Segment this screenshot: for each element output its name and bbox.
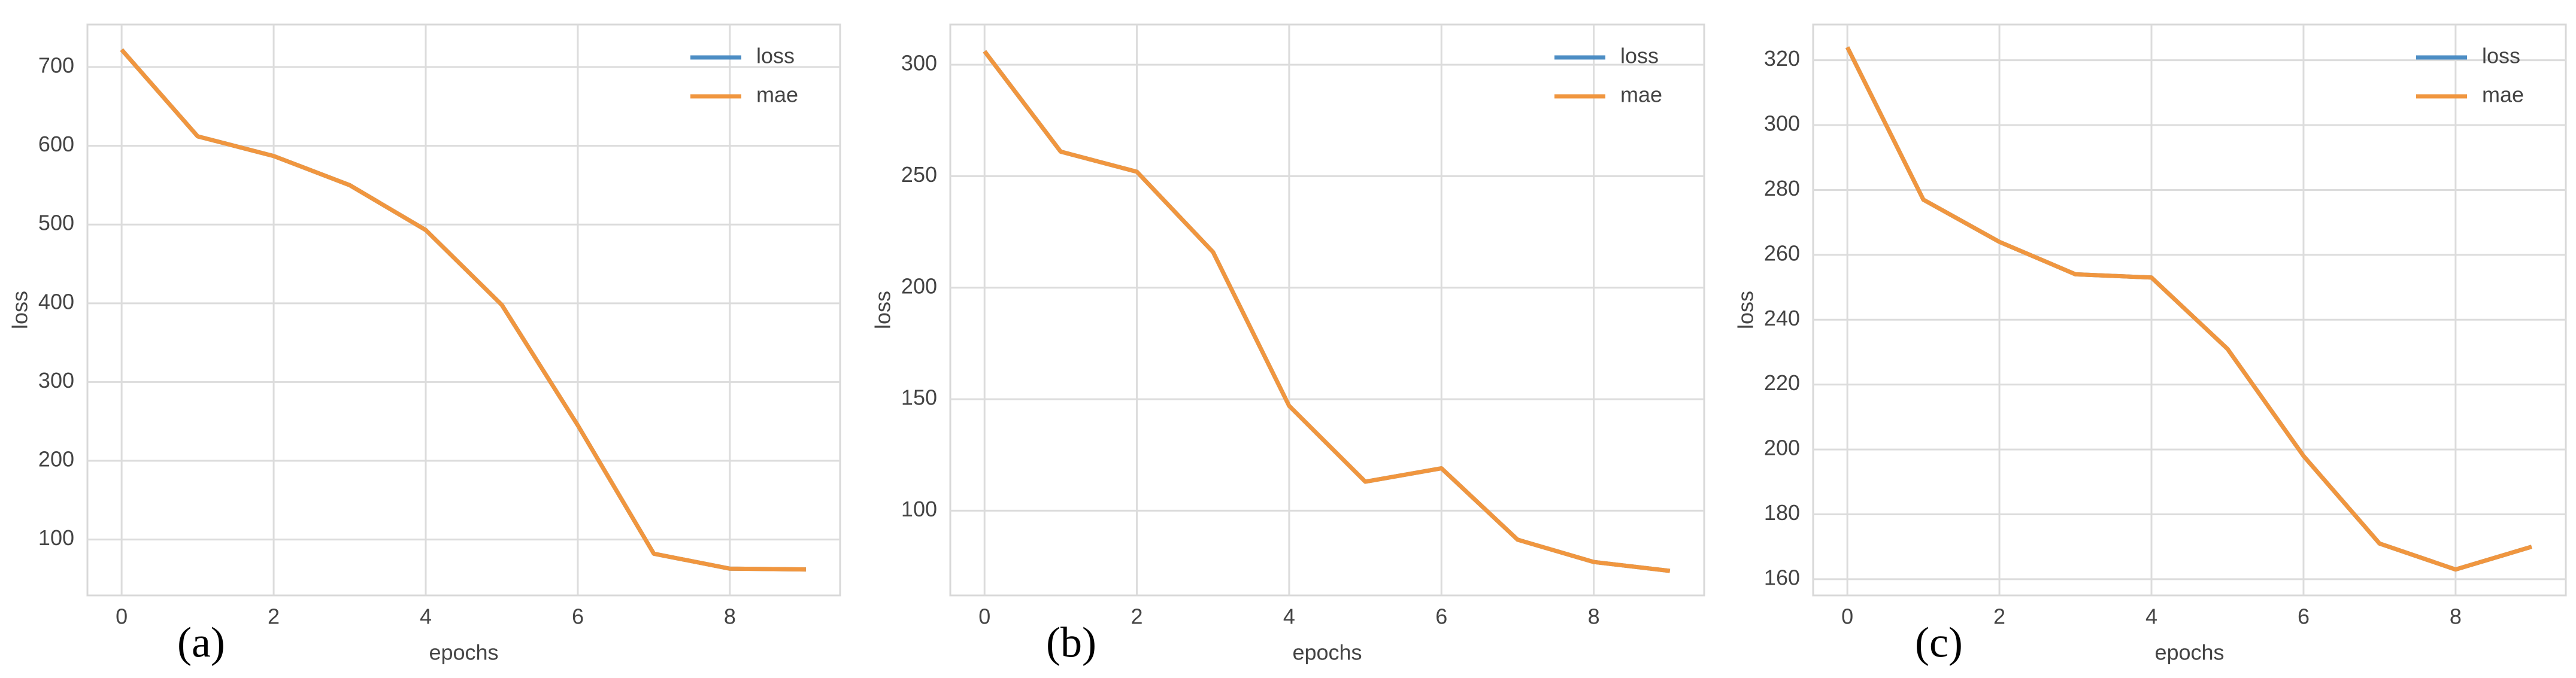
legend-label: loss [756, 44, 795, 68]
y-tick-label: 260 [1764, 241, 1800, 265]
y-tick-label: 150 [901, 385, 937, 410]
y-tick-label: 200 [38, 447, 74, 472]
x-tick-label: 8 [724, 604, 736, 629]
y-tick-label: 220 [1764, 370, 1800, 395]
y-tick-label: 500 [38, 211, 74, 235]
x-tick-label: 2 [1993, 604, 2005, 629]
x-tick-label: 0 [116, 604, 128, 629]
y-tick-label: 250 [901, 162, 937, 187]
x-tick-label: 6 [572, 604, 584, 629]
y-tick-label: 600 [38, 132, 74, 156]
panel-caption: (a) [177, 619, 225, 667]
panel-caption: (c) [1915, 619, 1963, 667]
plot-area [1812, 23, 2567, 597]
x-axis-label: epochs [1292, 640, 1362, 665]
x-tick-label: 4 [2145, 604, 2157, 629]
x-tick-label: 8 [1588, 604, 1600, 629]
x-axis-label: epochs [2154, 640, 2224, 665]
panel-caption: (b) [1046, 619, 1096, 667]
y-tick-label: 160 [1764, 565, 1800, 589]
y-tick-label: 300 [38, 368, 74, 393]
y-tick-label: 300 [1764, 111, 1800, 136]
y-axis-label: loss [1734, 291, 1758, 329]
y-tick-label: 200 [1764, 436, 1800, 460]
line-series [1845, 46, 2532, 572]
line-series [983, 50, 1671, 573]
y-axis-label: loss [871, 291, 895, 329]
y-tick-label: 100 [901, 497, 937, 521]
y-tick-label: 200 [901, 273, 937, 298]
legend-label: mae [756, 83, 798, 107]
x-tick-label: 2 [1131, 604, 1143, 629]
y-axis-label: loss [8, 291, 32, 329]
y-tick-label: 320 [1764, 46, 1800, 71]
x-tick-label: 6 [1435, 604, 1447, 629]
plot-area [86, 23, 841, 597]
line-series [120, 48, 806, 572]
legend-label: loss [1620, 44, 1659, 68]
x-tick-label: 0 [978, 604, 990, 629]
x-tick-label: 6 [2298, 604, 2310, 629]
y-tick-label: 180 [1764, 500, 1800, 525]
x-tick-label: 2 [268, 604, 280, 629]
y-tick-label: 300 [901, 51, 937, 75]
x-tick-label: 4 [1283, 604, 1295, 629]
x-tick-label: 8 [2450, 604, 2462, 629]
x-tick-label: 4 [420, 604, 432, 629]
y-tick-label: 280 [1764, 176, 1800, 200]
legend-label: loss [2482, 44, 2520, 68]
y-tick-label: 700 [38, 53, 74, 78]
x-axis-label: epochs [429, 640, 498, 665]
y-tick-label: 240 [1764, 306, 1800, 330]
y-tick-label: 400 [38, 289, 74, 314]
legend-label: mae [2482, 83, 2524, 107]
x-tick-label: 0 [1841, 604, 1853, 629]
legend-label: mae [1620, 83, 1662, 107]
plot-area [949, 23, 1705, 597]
y-tick-label: 100 [38, 525, 74, 550]
